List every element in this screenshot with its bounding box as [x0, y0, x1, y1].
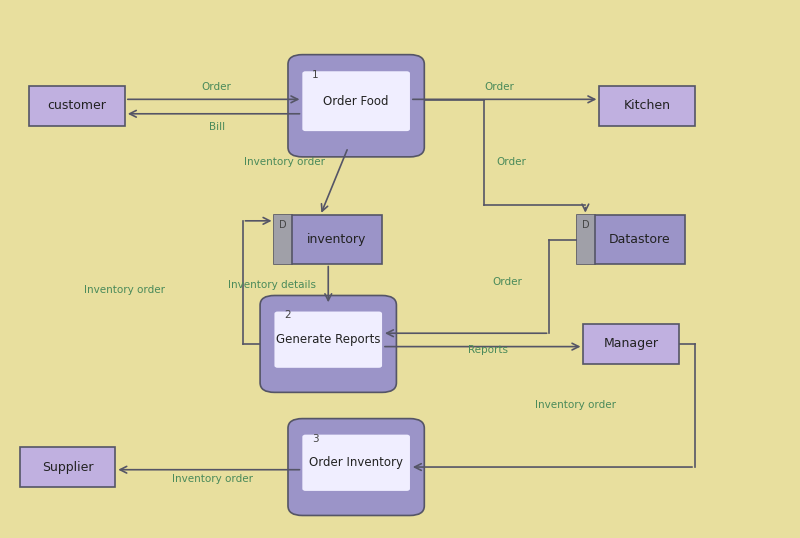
Text: Inventory order: Inventory order — [244, 157, 325, 167]
Text: Supplier: Supplier — [42, 461, 94, 473]
FancyBboxPatch shape — [302, 71, 410, 131]
Text: Inventory order: Inventory order — [535, 400, 616, 410]
Text: customer: customer — [48, 99, 106, 112]
Text: 3: 3 — [312, 434, 318, 443]
Text: 2: 2 — [284, 310, 290, 321]
Text: inventory: inventory — [307, 233, 366, 246]
Text: Bill: Bill — [209, 122, 225, 132]
Text: Order: Order — [202, 82, 231, 92]
Text: Kitchen: Kitchen — [624, 99, 670, 112]
Bar — [599, 86, 695, 126]
Text: D: D — [582, 220, 590, 230]
Text: Generate Reports: Generate Reports — [276, 333, 381, 346]
Text: Datastore: Datastore — [609, 233, 670, 246]
Bar — [30, 86, 125, 126]
Text: Order Inventory: Order Inventory — [309, 456, 403, 469]
Text: Manager: Manager — [604, 337, 658, 350]
Text: Inventory order: Inventory order — [172, 474, 253, 484]
FancyBboxPatch shape — [288, 419, 424, 515]
Text: D: D — [279, 220, 287, 230]
FancyBboxPatch shape — [288, 55, 424, 157]
FancyBboxPatch shape — [260, 295, 397, 392]
Bar — [274, 216, 292, 264]
Text: Reports: Reports — [468, 345, 508, 356]
Bar — [578, 216, 595, 264]
Text: 1: 1 — [312, 69, 318, 80]
FancyBboxPatch shape — [274, 312, 382, 368]
Text: Order: Order — [485, 82, 514, 92]
Text: Inventory details: Inventory details — [229, 280, 317, 290]
Text: Inventory order: Inventory order — [85, 285, 166, 295]
Bar — [20, 447, 115, 487]
Bar — [583, 324, 679, 364]
FancyBboxPatch shape — [274, 216, 382, 264]
FancyBboxPatch shape — [578, 216, 685, 264]
FancyBboxPatch shape — [302, 435, 410, 491]
Text: Order: Order — [497, 157, 526, 167]
Text: Order: Order — [493, 278, 522, 287]
Text: Order Food: Order Food — [323, 95, 389, 108]
